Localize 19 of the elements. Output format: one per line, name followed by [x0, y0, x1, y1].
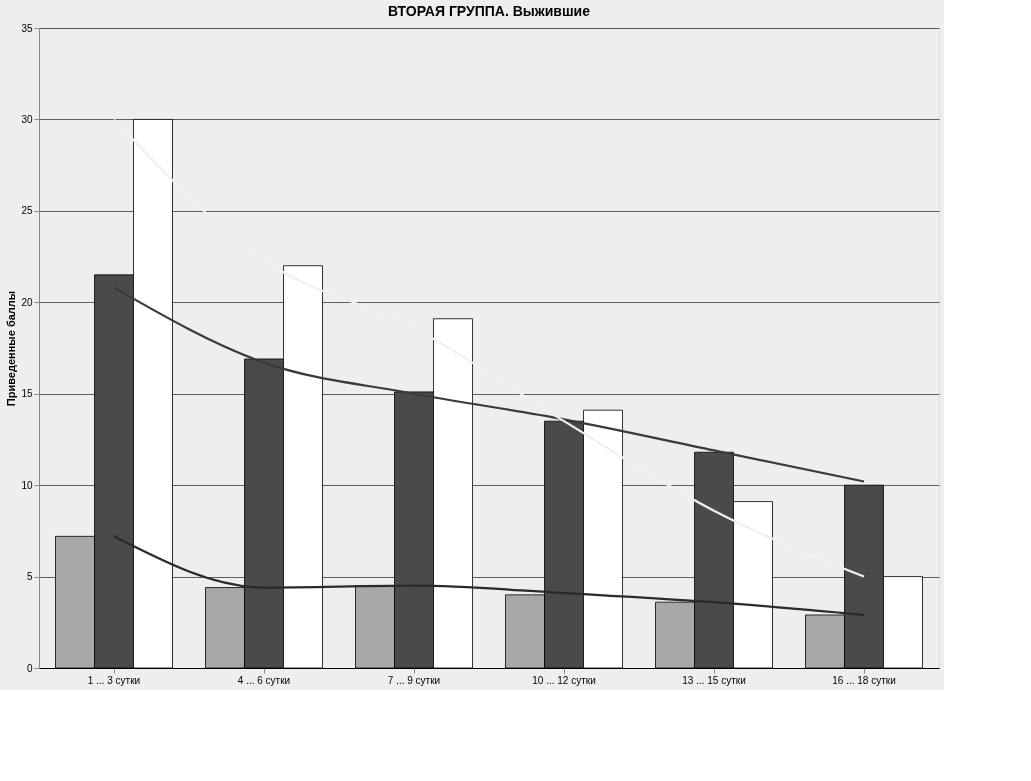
y-axis-title: Приведенные баллы	[5, 290, 18, 407]
x-tick-label: 7 ... 9 сутки	[387, 674, 441, 686]
x-tick-label: 16 ... 18 сутки	[832, 674, 896, 686]
y-tick-label: 5	[26, 571, 33, 583]
y-tick-label: 15	[21, 388, 33, 400]
x-tick-label: 10 ... 12 сутки	[532, 674, 596, 686]
y-tick-label: 0	[26, 662, 33, 674]
y-tick-label: 25	[21, 205, 33, 217]
x-tick-label: 4 ... 6 сутки	[237, 674, 291, 686]
x-tick-label: 1 ... 3 сутки	[87, 674, 141, 686]
line-series	[112, 286, 866, 483]
chart-title: ВТОРАЯ ГРУППА. Выжившие	[388, 3, 591, 19]
y-tick-label: 30	[21, 113, 33, 125]
y-tick-label: 10	[21, 479, 33, 491]
line-series	[112, 118, 866, 578]
line-series	[112, 535, 866, 617]
x-tick-label: 13 ... 15 сутки	[682, 674, 746, 686]
y-tick-label: 35	[21, 22, 33, 34]
y-tick-label: 20	[21, 296, 33, 308]
